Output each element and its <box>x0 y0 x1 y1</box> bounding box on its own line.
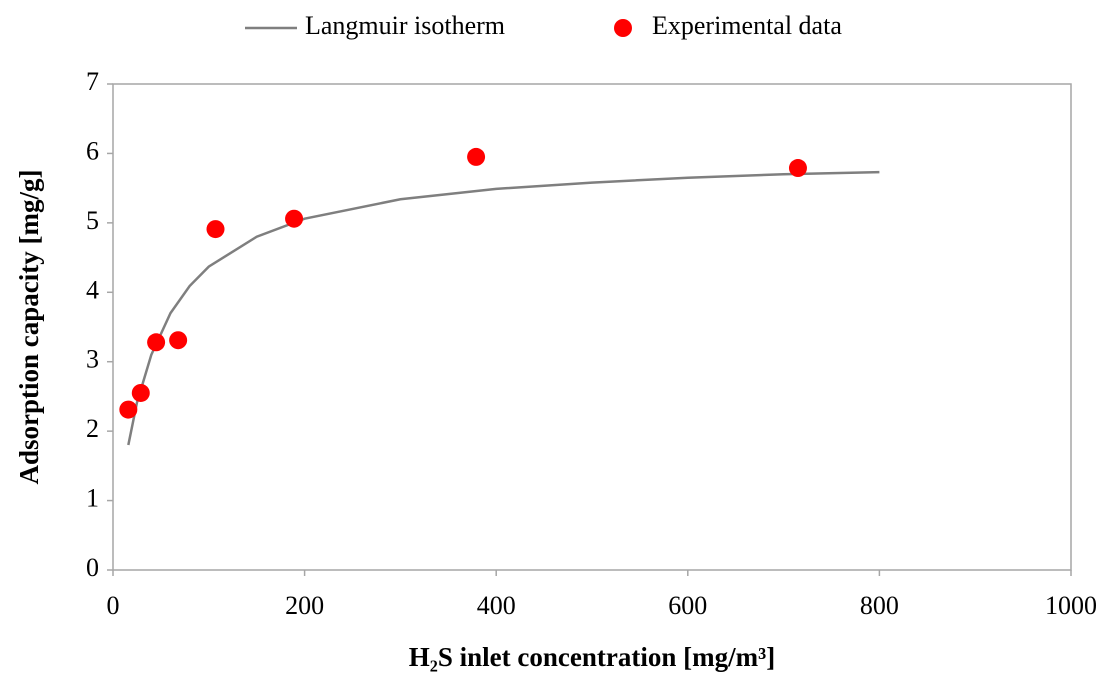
y-tick-label: 4 <box>86 275 99 304</box>
data-point <box>147 333 166 352</box>
y-tick-label: 0 <box>86 553 99 582</box>
x-tick-label: 600 <box>668 591 707 620</box>
y-tick-label: 5 <box>86 206 99 235</box>
data-point <box>169 331 188 350</box>
plot-area <box>112 83 1072 571</box>
y-tick-label: 3 <box>86 345 99 374</box>
x-tick-label: 800 <box>860 591 899 620</box>
x-axis-title: H₂S inlet concentration [mg/m³] <box>409 642 775 672</box>
y-tick-label: 1 <box>86 484 99 513</box>
data-point <box>131 383 150 402</box>
data-point <box>788 159 807 178</box>
data-point <box>119 400 138 419</box>
x-tick-label: 200 <box>285 591 324 620</box>
x-tick-label: 400 <box>477 591 516 620</box>
legend-marker <box>614 19 632 37</box>
legend-label: Experimental data <box>652 11 842 40</box>
langmuir-line <box>127 170 880 446</box>
legend-label: Langmuir isotherm <box>305 11 505 40</box>
data-point <box>467 147 486 166</box>
x-tick-label: 0 <box>107 591 120 620</box>
x-tick-label: 1000 <box>1045 591 1097 620</box>
y-tick-label: 7 <box>86 67 99 96</box>
data-point <box>206 220 225 239</box>
y-tick-label: 6 <box>86 136 99 165</box>
data-point <box>285 209 304 228</box>
y-axis-title: Adsorption capacity [mg/g] <box>14 170 44 485</box>
y-tick-label: 2 <box>86 414 99 443</box>
